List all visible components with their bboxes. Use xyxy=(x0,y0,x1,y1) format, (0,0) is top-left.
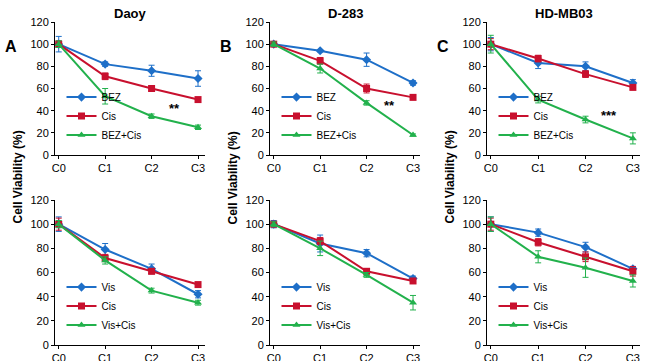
svg-text:Cis: Cis xyxy=(102,111,116,122)
svg-text:Cis: Cis xyxy=(534,301,548,312)
svg-text:C1: C1 xyxy=(313,162,327,174)
svg-text:C: C xyxy=(437,38,449,55)
svg-text:C2: C2 xyxy=(578,162,592,174)
svg-text:D-283: D-283 xyxy=(328,6,363,21)
svg-text:100: 100 xyxy=(462,38,480,50)
svg-text:C0: C0 xyxy=(52,352,66,361)
svg-text:Cis: Cis xyxy=(317,301,331,312)
svg-text:40: 40 xyxy=(37,291,49,303)
svg-text:HD-MB03: HD-MB03 xyxy=(535,6,593,21)
svg-text:100: 100 xyxy=(462,218,480,230)
svg-text:40: 40 xyxy=(469,105,481,117)
svg-text:A: A xyxy=(5,38,17,55)
svg-text:80: 80 xyxy=(37,60,49,72)
svg-text:80: 80 xyxy=(252,60,264,72)
svg-text:80: 80 xyxy=(469,242,481,254)
svg-text:0: 0 xyxy=(43,339,49,351)
svg-text:C0: C0 xyxy=(52,162,66,174)
svg-text:C0: C0 xyxy=(267,352,281,361)
svg-text:C3: C3 xyxy=(191,162,205,174)
svg-text:Vis+Cis: Vis+Cis xyxy=(102,320,136,331)
svg-text:120: 120 xyxy=(30,194,48,206)
svg-text:Vis: Vis xyxy=(102,282,116,293)
svg-text:Cell Viability (%): Cell Viability (%) xyxy=(11,130,25,223)
svg-text:C3: C3 xyxy=(406,162,420,174)
svg-text:C2: C2 xyxy=(360,162,374,174)
svg-text:Cell Viability (%): Cell Viability (%) xyxy=(443,130,457,223)
svg-text:0: 0 xyxy=(475,339,481,351)
svg-text:80: 80 xyxy=(469,60,481,72)
svg-text:BEZ: BEZ xyxy=(102,92,121,103)
svg-text:80: 80 xyxy=(252,242,264,254)
svg-text:60: 60 xyxy=(37,82,49,94)
svg-text:40: 40 xyxy=(37,105,49,117)
svg-text:C3: C3 xyxy=(626,352,640,361)
svg-text:C0: C0 xyxy=(267,162,281,174)
svg-text:80: 80 xyxy=(37,242,49,254)
svg-text:***: *** xyxy=(601,108,617,123)
svg-text:C1: C1 xyxy=(98,352,112,361)
svg-text:B: B xyxy=(220,38,232,55)
svg-text:C3: C3 xyxy=(406,352,420,361)
svg-text:20: 20 xyxy=(469,127,481,139)
svg-text:100: 100 xyxy=(30,218,48,230)
svg-text:C3: C3 xyxy=(626,162,640,174)
svg-text:20: 20 xyxy=(37,315,49,327)
svg-text:Cis: Cis xyxy=(534,111,548,122)
svg-text:BEZ: BEZ xyxy=(534,92,553,103)
svg-text:BEZ+Cis: BEZ+Cis xyxy=(102,130,142,141)
svg-text:Cis: Cis xyxy=(102,301,116,312)
svg-text:Vis: Vis xyxy=(317,282,331,293)
svg-text:Cis: Cis xyxy=(317,111,331,122)
svg-text:C0: C0 xyxy=(484,352,498,361)
svg-text:120: 120 xyxy=(245,194,263,206)
svg-text:Vis: Vis xyxy=(534,282,548,293)
svg-text:Vis+Cis: Vis+Cis xyxy=(534,320,568,331)
svg-text:100: 100 xyxy=(245,218,263,230)
svg-text:20: 20 xyxy=(37,127,49,139)
svg-text:C1: C1 xyxy=(313,352,327,361)
svg-text:0: 0 xyxy=(258,339,264,351)
svg-text:C2: C2 xyxy=(145,162,159,174)
svg-text:100: 100 xyxy=(30,38,48,50)
svg-text:60: 60 xyxy=(252,82,264,94)
svg-text:C1: C1 xyxy=(98,162,112,174)
svg-text:20: 20 xyxy=(252,127,264,139)
svg-text:BEZ: BEZ xyxy=(317,92,336,103)
svg-text:0: 0 xyxy=(258,149,264,161)
svg-text:BEZ+Cis: BEZ+Cis xyxy=(317,130,357,141)
svg-text:C3: C3 xyxy=(191,352,205,361)
svg-text:40: 40 xyxy=(252,105,264,117)
svg-text:C2: C2 xyxy=(360,352,374,361)
svg-text:Vis+Cis: Vis+Cis xyxy=(317,320,351,331)
svg-text:120: 120 xyxy=(462,194,480,206)
svg-text:40: 40 xyxy=(252,291,264,303)
svg-text:C1: C1 xyxy=(531,352,545,361)
svg-text:C2: C2 xyxy=(578,352,592,361)
svg-text:0: 0 xyxy=(475,149,481,161)
svg-text:120: 120 xyxy=(462,16,480,28)
svg-text:100: 100 xyxy=(245,38,263,50)
svg-text:Cell Viability (%): Cell Viability (%) xyxy=(226,131,240,224)
svg-text:**: ** xyxy=(169,101,180,116)
svg-text:20: 20 xyxy=(469,315,481,327)
svg-text:60: 60 xyxy=(252,266,264,278)
svg-text:C0: C0 xyxy=(484,162,498,174)
svg-text:20: 20 xyxy=(252,315,264,327)
svg-text:**: ** xyxy=(384,98,395,113)
svg-text:120: 120 xyxy=(30,16,48,28)
svg-text:0: 0 xyxy=(43,149,49,161)
svg-text:40: 40 xyxy=(469,291,481,303)
svg-text:Daoy: Daoy xyxy=(114,6,147,21)
svg-text:60: 60 xyxy=(469,266,481,278)
svg-text:120: 120 xyxy=(245,16,263,28)
svg-text:C1: C1 xyxy=(531,162,545,174)
svg-text:60: 60 xyxy=(37,266,49,278)
svg-text:60: 60 xyxy=(469,82,481,94)
svg-text:BEZ+Cis: BEZ+Cis xyxy=(534,130,574,141)
svg-text:C2: C2 xyxy=(145,352,159,361)
